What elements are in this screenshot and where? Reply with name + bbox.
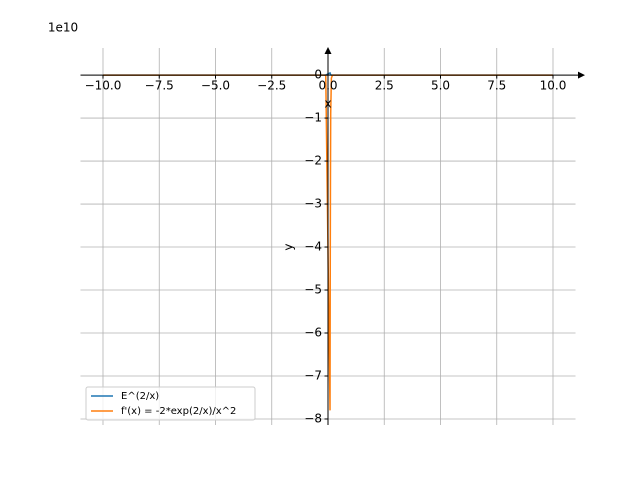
y-tick-label: −6 [304,326,322,340]
y-tick-label: −5 [304,283,322,297]
x-tick-label: 10.0 [540,79,567,93]
x-axis-label: x [324,97,331,111]
x-tick-label: −10.0 [85,79,122,93]
legend-label: f'(x) = -2*exp(2/x)/x^2 [121,406,236,417]
y-tick-label: −3 [304,197,322,211]
y-tick-label: −8 [304,411,322,425]
y-tick-label: −7 [304,368,322,382]
offset-label: 1e10 [48,21,78,35]
y-tick-label: −4 [304,240,322,254]
x-arrow [578,71,585,79]
y-tick-label: −1 [304,111,322,125]
x-tick-label: −5.0 [201,79,230,93]
legend-box [85,386,256,421]
y-arrow [324,47,332,54]
y-tick-label: −2 [304,154,322,168]
x-tick-label: −2.5 [257,79,286,93]
x-tick-label: −7.5 [145,79,174,93]
y-axis-label: y [282,243,296,250]
x-tick-label: 2.5 [375,79,394,93]
x-tick-label: 5.0 [431,79,450,93]
x-tick-label: 7.5 [487,79,506,93]
legend-label: E^(2/x) [121,391,159,402]
